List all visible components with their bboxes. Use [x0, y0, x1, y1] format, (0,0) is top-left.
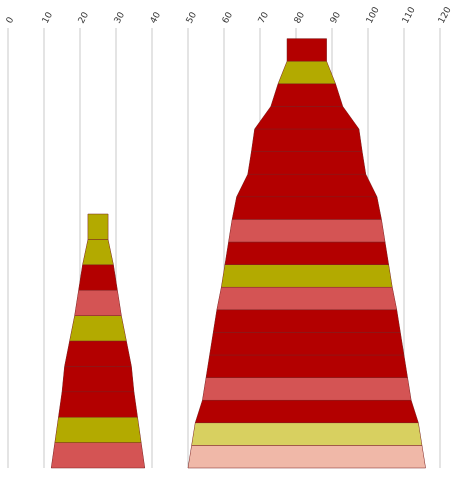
pyramid-segment [74, 289, 122, 316]
pyramid-segment [216, 286, 398, 311]
x-tick-label: 90 [329, 10, 343, 25]
pyramid-segment [78, 264, 118, 291]
pyramid-segment [251, 128, 363, 152]
pyramid-segment [247, 151, 367, 175]
x-tick-label: 30 [113, 10, 127, 25]
pyramid-segment [82, 239, 114, 266]
pyramid-segment [209, 332, 405, 356]
pyramid-segment [212, 309, 401, 333]
pyramid-segment [87, 213, 109, 240]
pyramid-segment [224, 241, 389, 265]
x-tick-label: 0 [5, 15, 17, 25]
pyramid-segment [202, 377, 412, 401]
pyramid-segment [221, 264, 393, 288]
x-tick-label: 70 [257, 10, 271, 25]
pyramid-segment [194, 399, 419, 424]
pyramid-segment [58, 391, 138, 418]
pyramid-segment [69, 315, 127, 342]
pyramid-segment [50, 442, 146, 469]
x-tick-label: 50 [185, 10, 199, 25]
pyramid-segment [286, 38, 327, 62]
x-tick-label: 40 [149, 10, 163, 25]
pyramid-segment [236, 173, 378, 198]
pyramid-segment [270, 83, 344, 107]
x-tick-label: 10 [41, 10, 55, 25]
pyramid-segment [187, 445, 426, 469]
x-tick-label: 110 [401, 5, 418, 25]
x-tick-label: 80 [293, 10, 307, 25]
pyramid-segment [228, 219, 386, 243]
pyramid-segment [231, 196, 382, 220]
pyramid-segment [191, 422, 423, 446]
pyramid-segment [277, 60, 336, 85]
x-tick-label: 120 [437, 5, 452, 25]
pyramid-segment [54, 416, 142, 443]
x-tick-label: 20 [77, 10, 91, 25]
pyramid-segment [64, 340, 132, 367]
pyramid-segment [254, 106, 360, 130]
pyramid-segment [205, 354, 408, 378]
x-tick-label: 60 [221, 10, 235, 25]
x-tick-label: 100 [365, 5, 382, 25]
pyramid-segment [61, 366, 135, 393]
